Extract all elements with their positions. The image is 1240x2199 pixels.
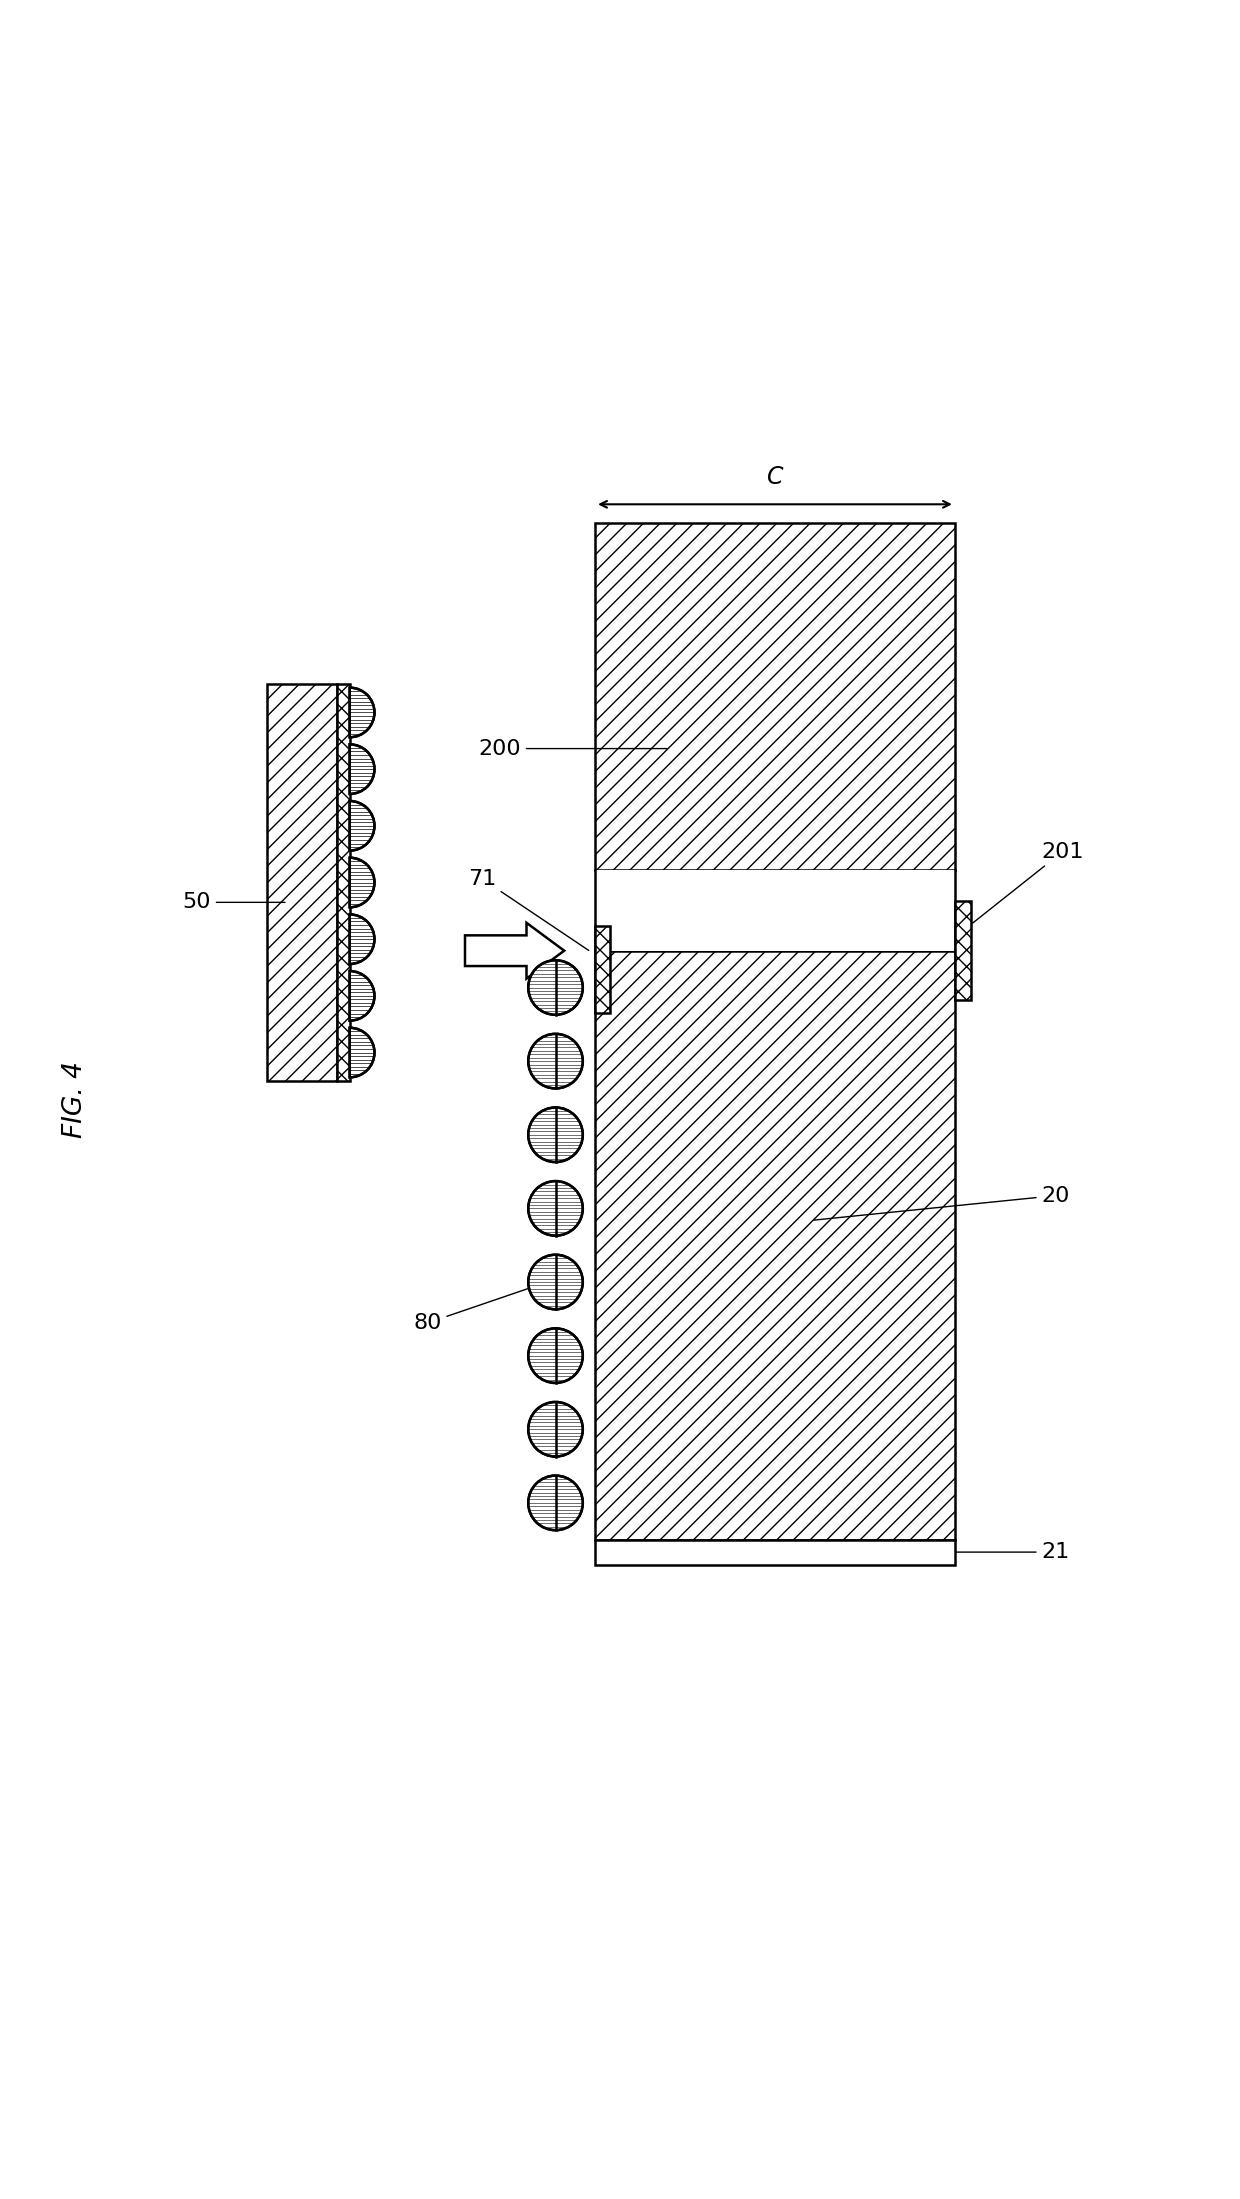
Wedge shape	[350, 858, 374, 908]
Polygon shape	[267, 684, 337, 1082]
Polygon shape	[955, 902, 971, 1001]
Circle shape	[528, 1108, 583, 1161]
Wedge shape	[350, 1027, 374, 1078]
Wedge shape	[350, 972, 374, 1020]
Polygon shape	[595, 926, 610, 1014]
Circle shape	[528, 1034, 583, 1089]
Text: C: C	[766, 466, 784, 490]
Circle shape	[528, 961, 583, 1014]
Circle shape	[528, 1256, 583, 1308]
Text: 50: 50	[182, 893, 285, 913]
Text: 80: 80	[413, 1282, 544, 1333]
Polygon shape	[465, 924, 564, 979]
Wedge shape	[350, 688, 374, 737]
Circle shape	[528, 1476, 583, 1531]
Text: 21: 21	[813, 1541, 1070, 1561]
Text: 71: 71	[467, 869, 589, 950]
Text: 20: 20	[813, 1185, 1070, 1220]
Polygon shape	[595, 871, 955, 950]
Circle shape	[528, 1328, 583, 1383]
Circle shape	[528, 1403, 583, 1456]
Text: FIG. 4: FIG. 4	[62, 1062, 88, 1137]
Wedge shape	[350, 800, 374, 851]
Text: 201: 201	[965, 842, 1084, 930]
Polygon shape	[595, 523, 955, 871]
Polygon shape	[595, 950, 955, 1539]
Polygon shape	[337, 684, 350, 1082]
Text: 200: 200	[479, 739, 667, 759]
Wedge shape	[350, 915, 374, 963]
Wedge shape	[350, 743, 374, 794]
Circle shape	[528, 1181, 583, 1236]
Polygon shape	[595, 1539, 955, 1563]
